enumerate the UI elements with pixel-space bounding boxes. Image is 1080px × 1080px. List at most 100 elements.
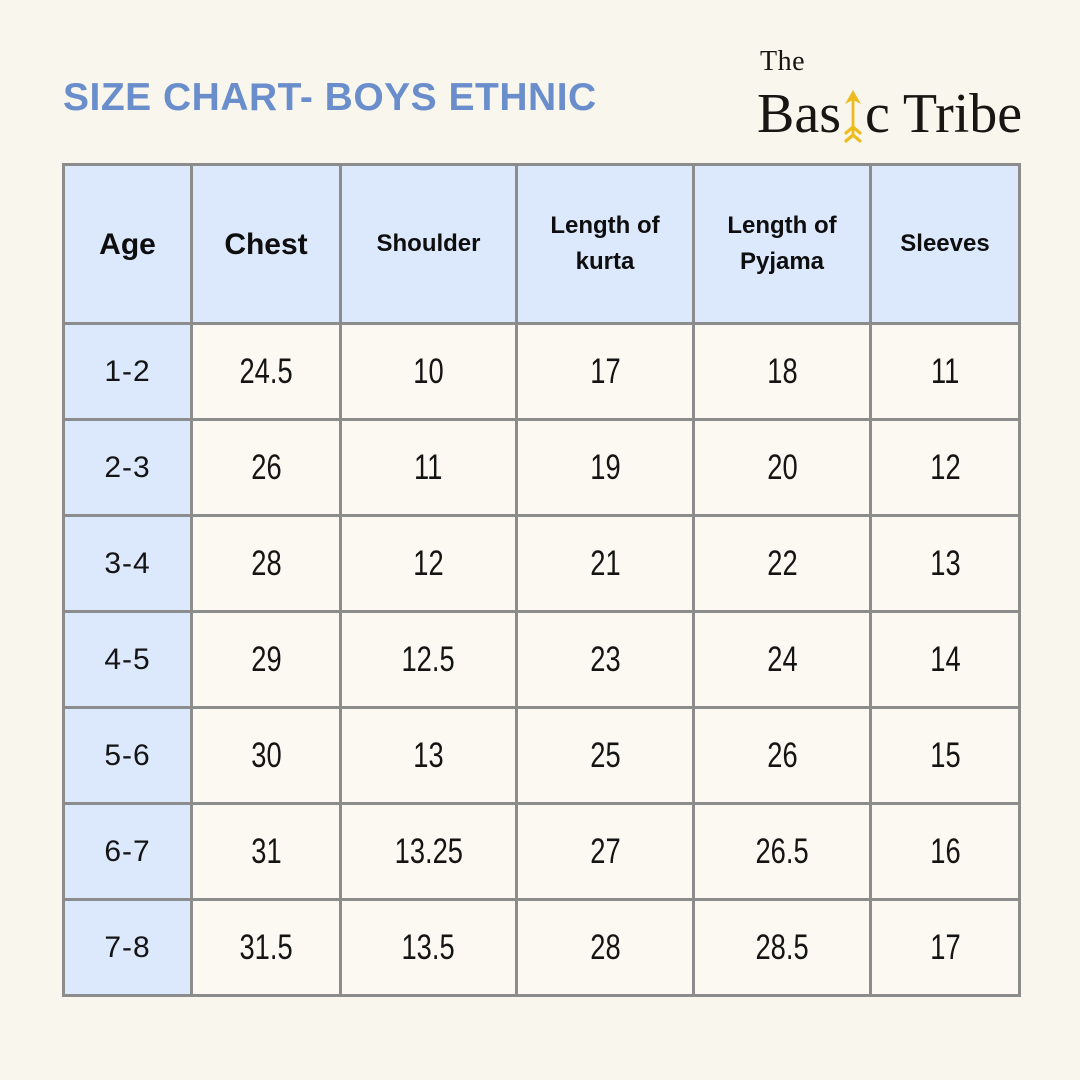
measurement-cell: 17: [869, 898, 1021, 997]
age-value: 6-7: [104, 834, 151, 868]
age-value: 5-6: [104, 738, 151, 772]
measurement-value: 12.5: [401, 639, 456, 679]
measurement-value: 11: [930, 351, 960, 391]
age-cell: 2-3: [62, 418, 193, 517]
table-row: 1-2 24.5 10 17 18 11: [62, 322, 1021, 421]
age-cell: 4-5: [62, 610, 193, 709]
measurement-cell: 22: [692, 514, 872, 613]
measurement-value: 30: [250, 735, 282, 775]
measurement-cell: 20: [692, 418, 872, 517]
age-cell: 7-8: [62, 898, 193, 997]
measurement-value: 28: [589, 927, 621, 967]
measurement-cell: 23: [515, 610, 695, 709]
measurement-cell: 29: [190, 610, 342, 709]
measurement-value: 26: [250, 447, 282, 487]
measurement-value: 11: [414, 447, 443, 487]
measurement-cell: 13.25: [339, 802, 518, 901]
age-cell: 6-7: [62, 802, 193, 901]
measurement-cell: 28.5: [692, 898, 872, 997]
measurement-value: 15: [929, 735, 961, 775]
measurement-cell: 12: [869, 418, 1021, 517]
measurement-cell: 12.5: [339, 610, 518, 709]
measurement-value: 20: [766, 447, 798, 487]
measurement-cell: 26: [692, 706, 872, 805]
measurement-value: 25: [589, 735, 621, 775]
measurement-cell: 28: [190, 514, 342, 613]
measurement-value: 19: [589, 447, 621, 487]
measurement-cell: 31: [190, 802, 342, 901]
column-header: Chest: [190, 163, 342, 325]
page-title: SIZE CHART- BOYS ETHNIC: [63, 76, 597, 119]
header-row: Age Chest Shoulder Length of kurta Length of…: [62, 163, 1021, 325]
measurement-value: 26.5: [755, 831, 809, 871]
measurement-value: 31: [250, 831, 282, 871]
brand-logo-the: The: [760, 46, 806, 77]
measurement-cell: 21: [515, 514, 695, 613]
measurement-cell: 11: [339, 418, 518, 517]
measurement-value: 10: [413, 351, 444, 391]
measurement-cell: 26: [190, 418, 342, 517]
measurement-value: 26: [766, 735, 798, 775]
measurement-cell: 13: [869, 514, 1021, 613]
measurement-value: 28: [250, 543, 282, 583]
measurement-cell: 30: [190, 706, 342, 805]
measurement-cell: 25: [515, 706, 695, 805]
measurement-value: 13: [413, 735, 444, 775]
arrow-up-icon: [842, 90, 864, 146]
measurement-cell: 10: [339, 322, 518, 421]
measurement-value: 23: [589, 639, 621, 679]
measurement-cell: 14: [869, 610, 1021, 709]
age-value: 4-5: [104, 642, 151, 676]
measurement-cell: 12: [339, 514, 518, 613]
measurement-value: 13.5: [401, 927, 456, 967]
measurement-value: 24.5: [239, 351, 293, 391]
brand-logo-wordmark: Bas c Tribe: [757, 82, 1027, 146]
measurement-value: 12: [413, 543, 444, 583]
measurement-value: 17: [589, 351, 621, 391]
size-chart-table: Age Chest Shoulder Length of kurta Length of…: [62, 163, 1021, 997]
measurement-value: 31.5: [239, 927, 293, 967]
table-row: 3-4 28 12 21 22 13: [62, 514, 1021, 613]
measurement-cell: 24: [692, 610, 872, 709]
column-header: Sleeves: [869, 163, 1021, 325]
age-cell: 1-2: [62, 322, 193, 421]
table-row: 5-6 30 13 25 26 15: [62, 706, 1021, 805]
measurement-value: 16: [929, 831, 961, 871]
measurement-value: 27: [589, 831, 621, 871]
measurement-cell: 13: [339, 706, 518, 805]
column-header: Length of Pyjama: [692, 163, 872, 325]
measurement-value: 14: [929, 639, 961, 679]
measurement-value: 13: [929, 543, 961, 583]
age-value: 7-8: [104, 930, 151, 964]
measurement-cell: 11: [869, 322, 1021, 421]
age-value: 2-3: [104, 450, 151, 484]
age-value: 3-4: [104, 546, 151, 580]
brand-logo-text-left: Bas: [757, 83, 841, 146]
measurement-cell: 28: [515, 898, 695, 997]
table-row: 4-5 29 12.5 23 24 14: [62, 610, 1021, 709]
table-row: 7-8 31.5 13.5 28 28.5 17: [62, 898, 1021, 997]
measurement-value: 21: [589, 543, 621, 583]
measurement-cell: 13.5: [339, 898, 518, 997]
measurement-cell: 15: [869, 706, 1021, 805]
measurement-value: 17: [929, 927, 961, 967]
measurement-cell: 26.5: [692, 802, 872, 901]
measurement-cell: 17: [515, 322, 695, 421]
age-cell: 3-4: [62, 514, 193, 613]
age-cell: 5-6: [62, 706, 193, 805]
measurement-cell: 19: [515, 418, 695, 517]
column-header: Shoulder: [339, 163, 518, 325]
measurement-value: 18: [766, 351, 798, 391]
measurement-value: 24: [766, 639, 798, 679]
table-row: 6-7 31 13.25 27 26.5 16: [62, 802, 1021, 901]
column-header: Length of kurta: [515, 163, 695, 325]
measurement-value: 12: [929, 447, 961, 487]
brand-logo: The Bas c Tribe: [757, 46, 1027, 146]
measurement-cell: 18: [692, 322, 872, 421]
age-value: 1-2: [104, 354, 151, 388]
column-header: Age: [62, 163, 193, 325]
measurement-value: 28.5: [755, 927, 809, 967]
measurement-value: 22: [766, 543, 798, 583]
table-row: 2-3 26 11 19 20 12: [62, 418, 1021, 517]
